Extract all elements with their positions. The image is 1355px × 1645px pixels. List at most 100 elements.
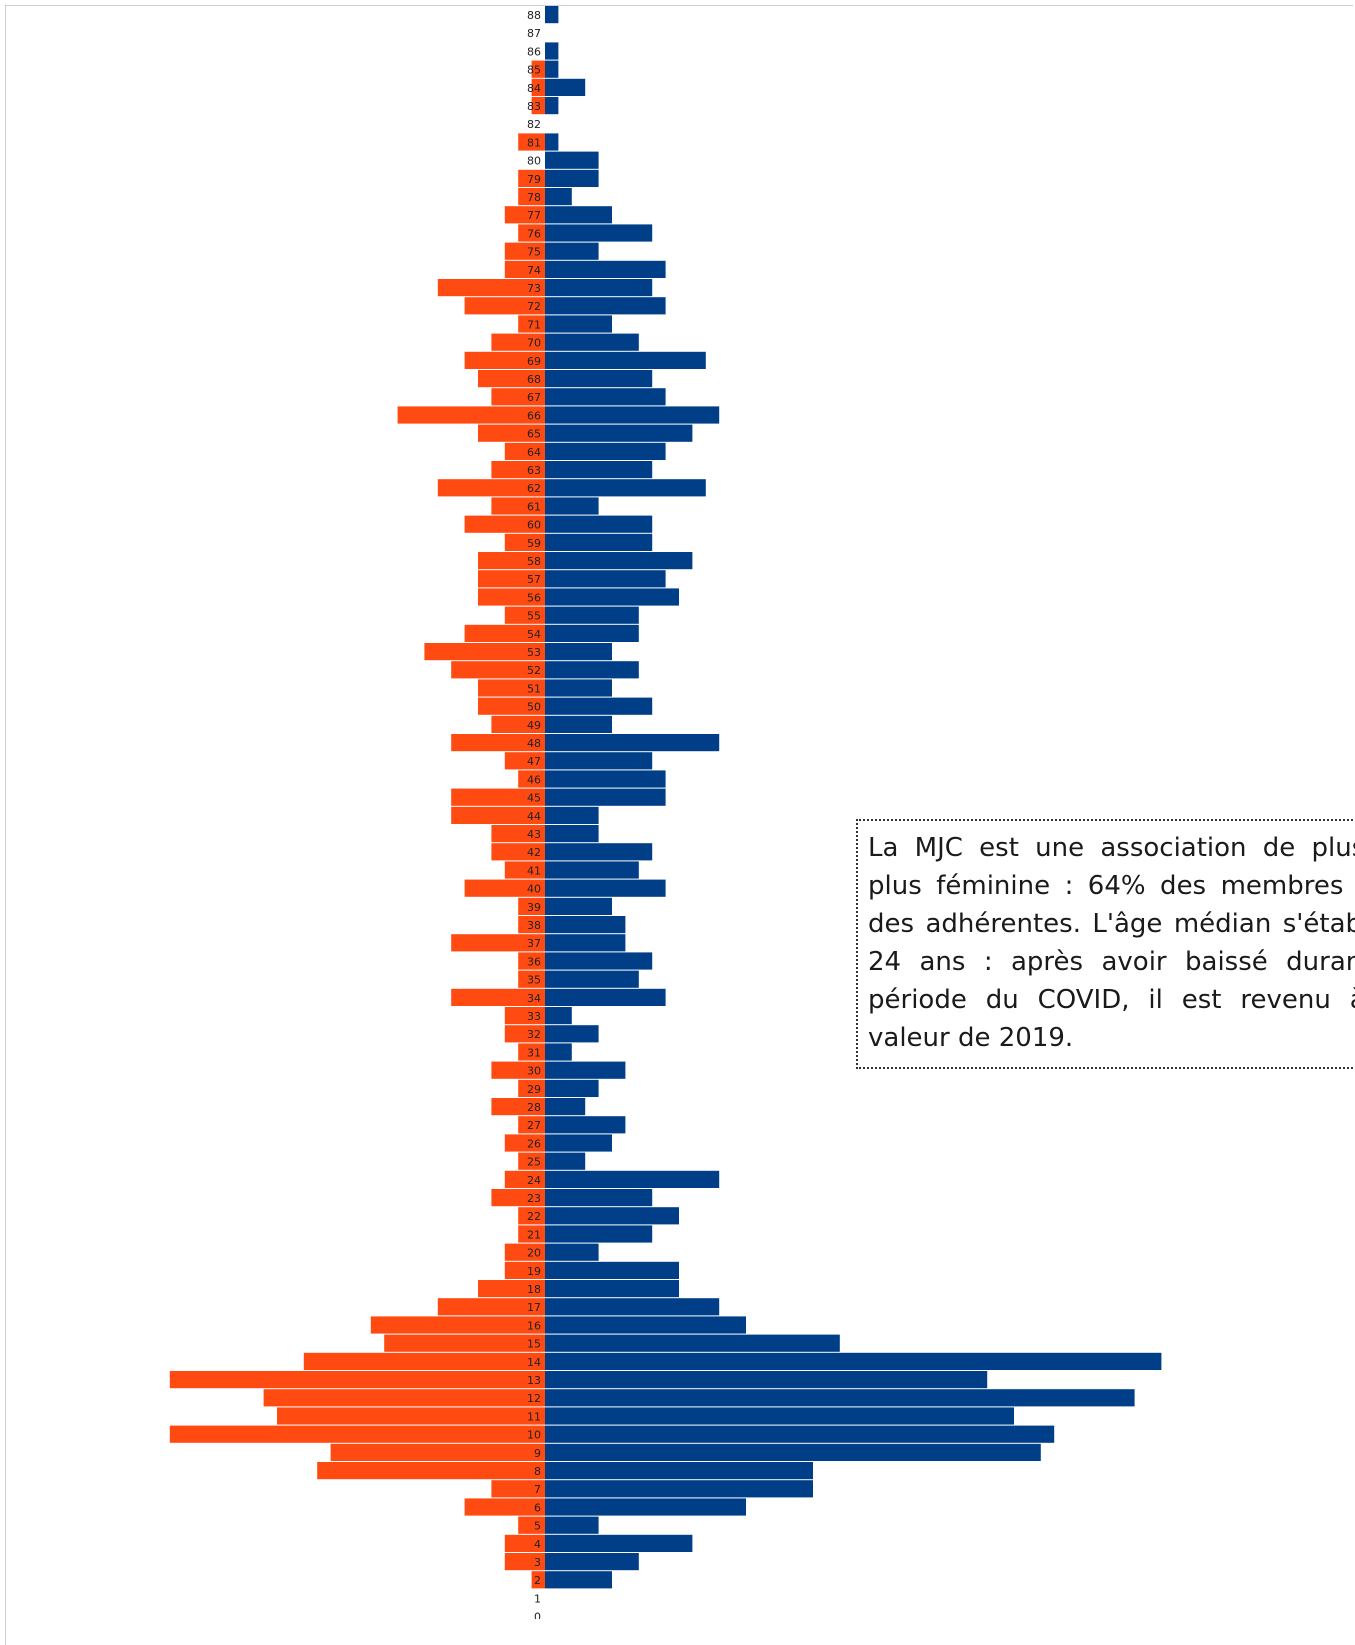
bar-right-age-28: [545, 1098, 586, 1116]
bar-right-age-50: [545, 697, 653, 715]
age-label-48: 48: [527, 737, 541, 750]
bar-left-age-18: [478, 1280, 545, 1298]
bar-right-age-79: [545, 169, 599, 187]
bar-right-age-6: [545, 1498, 746, 1516]
bar-left-age-45: [451, 788, 545, 806]
bar-right-age-9: [545, 1443, 1041, 1461]
bar-right-age-13: [545, 1371, 988, 1389]
age-label-54: 54: [527, 628, 541, 641]
age-label-53: 53: [527, 646, 541, 659]
bar-left-age-84: [531, 78, 545, 96]
bar-left-age-76: [518, 224, 545, 242]
bar-right-age-35: [545, 970, 639, 988]
bar-right-age-83: [545, 97, 559, 115]
bar-left-age-69: [464, 351, 545, 369]
bar-left-age-74: [504, 260, 545, 278]
age-label-5: 5: [534, 1520, 541, 1533]
bar-right-age-62: [545, 479, 706, 497]
bar-left-age-28: [491, 1098, 545, 1116]
bar-left-age-61: [491, 497, 545, 515]
age-label-84: 84: [527, 82, 541, 95]
bar-left-age-60: [464, 515, 545, 533]
bar-right-age-64: [545, 442, 666, 460]
bar-left-age-44: [451, 806, 545, 824]
bar-right-age-20: [545, 1243, 599, 1261]
age-label-19: 19: [527, 1265, 541, 1278]
bar-left-age-53: [424, 643, 545, 661]
bar-left-age-48: [451, 734, 545, 752]
annotation-text: La MJC est une association de plus en pl…: [856, 819, 1355, 1069]
bar-right-age-30: [545, 1061, 626, 1079]
bar-right-age-25: [545, 1152, 586, 1170]
age-label-60: 60: [527, 519, 541, 532]
age-label-21: 21: [527, 1228, 541, 1241]
bar-left-age-17: [437, 1298, 545, 1316]
age-label-38: 38: [527, 919, 541, 932]
bar-left-age-19: [504, 1261, 545, 1279]
bar-left-age-58: [478, 552, 545, 570]
bar-right-age-52: [545, 661, 639, 679]
bar-left-age-24: [504, 1170, 545, 1188]
age-label-68: 68: [527, 373, 541, 386]
bar-left-age-5: [518, 1516, 545, 1534]
age-label-58: 58: [527, 555, 541, 568]
bar-right-age-7: [545, 1480, 813, 1498]
bar-left-age-6: [464, 1498, 545, 1516]
bar-left-age-50: [478, 697, 545, 715]
bar-left-age-15: [384, 1334, 545, 1352]
age-label-14: 14: [527, 1356, 541, 1369]
bar-right-age-15: [545, 1334, 840, 1352]
bar-right-age-29: [545, 1079, 599, 1097]
bar-left-age-72: [464, 297, 545, 315]
bar-right-age-55: [545, 606, 639, 624]
bar-left-age-11: [277, 1407, 545, 1425]
bar-left-age-3: [504, 1553, 545, 1571]
bar-left-age-64: [504, 442, 545, 460]
bar-right-age-19: [545, 1261, 679, 1279]
age-label-52: 52: [527, 664, 541, 677]
age-label-62: 62: [527, 482, 541, 495]
age-label-7: 7: [534, 1483, 541, 1496]
bar-left-age-12: [263, 1389, 545, 1407]
bar-left-age-65: [478, 424, 545, 442]
bar-left-age-14: [303, 1352, 545, 1370]
bar-left-age-34: [451, 988, 545, 1006]
age-label-72: 72: [527, 300, 541, 313]
age-label-82: 82: [527, 118, 541, 131]
age-label-16: 16: [527, 1319, 541, 1332]
male-bars: [545, 6, 1162, 1589]
age-label-8: 8: [534, 1465, 541, 1478]
bar-left-age-16: [370, 1316, 545, 1334]
age-label-24: 24: [527, 1174, 541, 1187]
bar-right-age-85: [545, 60, 559, 78]
age-label-88: 88: [527, 9, 541, 22]
age-label-46: 46: [527, 773, 541, 786]
age-label-87: 87: [527, 27, 541, 40]
bar-right-age-23: [545, 1189, 653, 1207]
bar-left-age-73: [437, 279, 545, 297]
bar-left-age-46: [518, 770, 545, 788]
bar-right-age-75: [545, 242, 599, 260]
age-label-30: 30: [527, 1065, 541, 1078]
bar-left-age-29: [518, 1079, 545, 1097]
age-label-23: 23: [527, 1192, 541, 1205]
age-label-41: 41: [527, 864, 541, 877]
bar-right-age-48: [545, 734, 720, 752]
bar-right-age-34: [545, 988, 666, 1006]
bar-left-age-31: [518, 1043, 545, 1061]
bar-right-age-45: [545, 788, 666, 806]
age-label-3: 3: [534, 1556, 541, 1569]
age-label-66: 66: [527, 409, 541, 422]
bar-left-age-43: [491, 825, 545, 843]
age-label-32: 32: [527, 1028, 541, 1041]
bar-left-age-85: [531, 60, 545, 78]
bar-right-age-40: [545, 879, 666, 897]
age-label-12: 12: [527, 1392, 541, 1405]
age-label-45: 45: [527, 792, 541, 805]
bar-right-age-57: [545, 570, 666, 588]
bar-left-age-27: [518, 1116, 545, 1134]
bar-left-age-51: [478, 679, 545, 697]
age-label-49: 49: [527, 719, 541, 732]
bar-left-age-13: [169, 1371, 546, 1389]
